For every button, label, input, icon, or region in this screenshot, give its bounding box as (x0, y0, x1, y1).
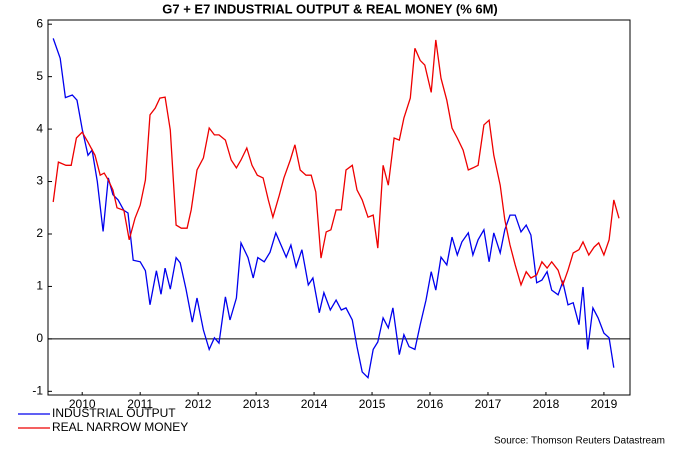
y-tick-label: 5 (36, 69, 43, 83)
x-tick-label: 2012 (185, 397, 212, 411)
series-line (52, 39, 620, 287)
legend-label: REAL NARROW MONEY (52, 420, 188, 434)
x-tick-label: 2010 (69, 397, 96, 411)
x-tick-label: 2017 (475, 397, 502, 411)
x-tick-label: 2013 (243, 397, 270, 411)
x-tick-label: 2018 (533, 397, 560, 411)
y-tick-label: 2 (36, 226, 43, 240)
y-tick-label: 4 (36, 121, 43, 135)
x-tick-label: 2016 (417, 397, 444, 411)
source-note: Source: Thomson Reuters Datastream (494, 436, 665, 447)
x-tick-label: 2011 (127, 397, 153, 411)
y-tick-label: 0 (36, 331, 43, 345)
plot-frame (47, 19, 631, 396)
x-tick-label: 2015 (359, 397, 386, 411)
legend-label: INDUSTRIAL OUTPUT (52, 406, 176, 420)
y-tick-label: 3 (36, 174, 43, 188)
y-tick-label: 6 (36, 16, 43, 30)
x-tick-label: 2014 (301, 397, 328, 411)
y-tick-label: -1 (32, 384, 43, 398)
x-tick-label: 2019 (591, 397, 618, 411)
y-tick-label: 1 (36, 279, 43, 293)
chart-title: G7 + E7 INDUSTRIAL OUTPUT & REAL MONEY (… (162, 1, 498, 16)
series-line (52, 38, 615, 380)
